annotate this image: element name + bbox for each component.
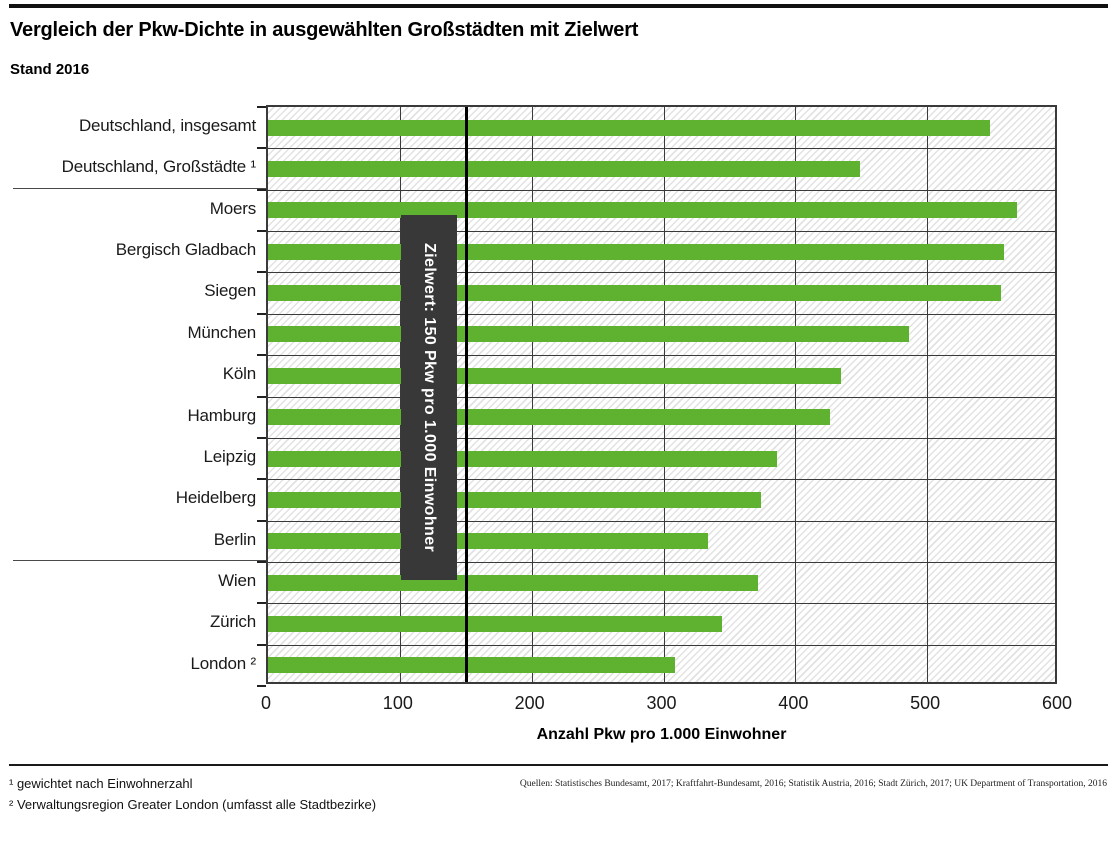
footnote: ¹ gewichtet nach Einwohnerzahl xyxy=(9,776,193,791)
category-label: Berlin xyxy=(213,529,256,549)
row-separator xyxy=(268,355,1055,357)
gridline-500 xyxy=(927,107,929,682)
y-tick xyxy=(257,395,266,398)
plot-area: Zielwert: 150 Pkw pro 1.000 Einwohner xyxy=(257,105,1057,687)
gridline-100 xyxy=(399,107,401,682)
category-label: Moers xyxy=(209,198,256,218)
gridline-400 xyxy=(795,107,797,682)
target-value-box: Zielwert: 150 Pkw pro 1.000 Einwohner xyxy=(401,215,457,580)
category-axis: Deutschland, insgesamt Deutschland, Großs… xyxy=(0,105,257,684)
sources-text: Quellen: Statistisches Bundesamt, 2017; … xyxy=(519,779,1107,789)
chart-subtitle: Stand 2016 xyxy=(10,61,90,78)
y-tick xyxy=(257,230,266,233)
bar xyxy=(268,326,909,343)
x-tick-label: 300 xyxy=(646,693,677,713)
gridline-200 xyxy=(531,107,533,682)
row-separator xyxy=(268,561,1055,563)
target-line xyxy=(464,107,468,682)
category-label: Heidelberg xyxy=(175,488,256,508)
chart-title: Vergleich der Pkw-Dichte in ausgewählten… xyxy=(10,19,639,41)
bar xyxy=(268,615,722,632)
bar xyxy=(268,491,762,508)
row-separator xyxy=(268,148,1055,150)
y-tick xyxy=(257,354,266,357)
category-label: Siegen xyxy=(204,281,256,301)
footnote: ² Verwaltungsregion Greater London (umfa… xyxy=(9,797,377,812)
y-tick xyxy=(257,106,266,108)
category-label: Wien xyxy=(218,570,256,590)
category-label: Deutschland, insgesamt xyxy=(78,116,256,135)
category-label: Bergisch Gladbach xyxy=(115,240,256,260)
category-label: Leipzig xyxy=(203,446,257,466)
category-label: München xyxy=(187,322,256,342)
bar xyxy=(268,533,709,550)
category-label: Deutschland, Großstädte ¹ xyxy=(61,157,257,177)
y-tick xyxy=(257,147,266,150)
gridline-300 xyxy=(663,107,665,682)
bar xyxy=(268,409,830,426)
bar xyxy=(268,367,842,384)
y-tick xyxy=(257,312,266,315)
y-tick xyxy=(257,478,266,481)
row-separator xyxy=(268,189,1055,191)
category-label: London ² xyxy=(190,653,256,673)
bar xyxy=(268,450,777,467)
y-tick xyxy=(257,560,266,563)
row-separator xyxy=(268,313,1055,315)
row-separator xyxy=(268,644,1055,646)
x-tick-label: 200 xyxy=(514,693,545,713)
y-tick xyxy=(257,643,266,646)
y-tick xyxy=(257,436,266,439)
bar xyxy=(268,202,1017,219)
y-tick xyxy=(257,271,266,274)
x-tick-label: 0 xyxy=(260,693,272,713)
row-separator xyxy=(268,520,1055,522)
y-tick xyxy=(257,602,266,605)
y-tick xyxy=(257,685,266,687)
bar xyxy=(268,243,1004,260)
x-axis-title: Anzahl Pkw pro 1.000 Einwohner xyxy=(536,726,787,743)
y-tick xyxy=(257,519,266,522)
category-label: Köln xyxy=(222,364,256,384)
row-separator xyxy=(268,272,1055,274)
category-label: Zürich xyxy=(209,612,256,632)
x-tick-label: 600 xyxy=(1041,693,1073,713)
bar xyxy=(268,119,991,136)
bar xyxy=(268,161,860,178)
x-tick-label: 400 xyxy=(778,693,809,713)
x-tick-label: 100 xyxy=(382,693,413,713)
y-tick xyxy=(257,188,266,191)
row-separator xyxy=(268,479,1055,481)
bar xyxy=(268,574,759,591)
row-separator xyxy=(268,437,1055,439)
group-separator xyxy=(13,187,266,189)
row-separator xyxy=(268,231,1055,233)
bar xyxy=(268,657,676,674)
row-separator xyxy=(268,396,1055,398)
group-separator xyxy=(13,559,266,561)
x-tick-label: 500 xyxy=(910,693,941,713)
bar xyxy=(268,285,1001,302)
row-separator xyxy=(268,603,1055,605)
footer-rule xyxy=(9,764,1108,766)
category-label: Hamburg xyxy=(187,405,256,425)
top-rule xyxy=(9,4,1108,8)
footnotes: ¹ gewichtet nach Einwohnerzahl ² Verwaltu… xyxy=(9,773,376,815)
